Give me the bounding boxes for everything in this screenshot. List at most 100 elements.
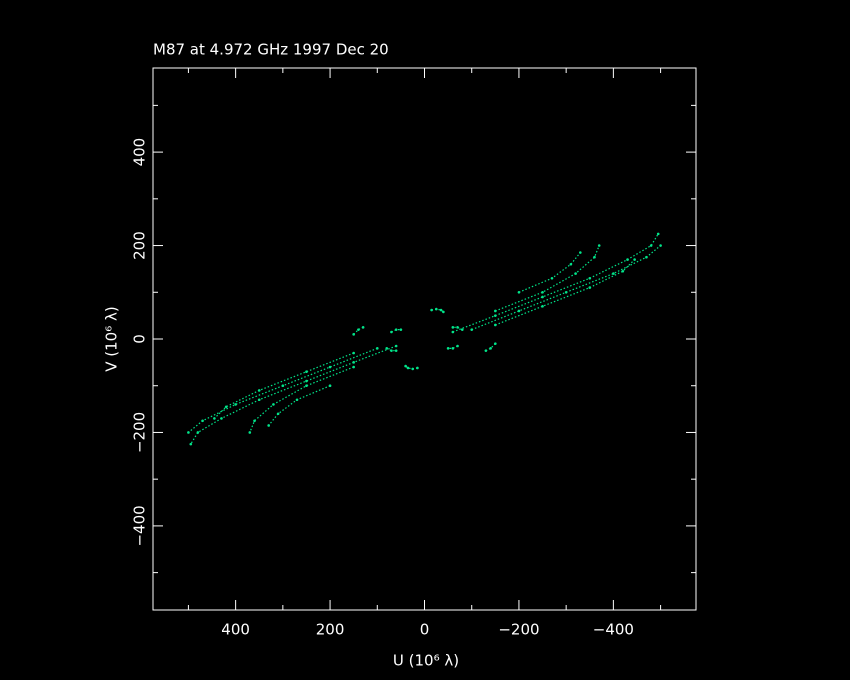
x-axis-label: U (10⁶ λ) [393, 652, 459, 670]
uv-point [430, 308, 433, 312]
uv-point [621, 269, 625, 273]
uv-point [394, 344, 398, 348]
uv-track [391, 329, 401, 333]
uv-point [517, 290, 521, 294]
uv-point [439, 308, 443, 312]
uv-point [470, 328, 474, 331]
uv-point [588, 276, 592, 280]
uv-point [305, 384, 308, 388]
uv-point [394, 328, 398, 331]
uv-point [390, 349, 393, 352]
uv-point [574, 272, 577, 275]
uv-point [550, 276, 554, 280]
uv-point [460, 328, 464, 331]
uv-point [484, 349, 488, 352]
uv-point [234, 403, 237, 406]
uv-point [517, 309, 521, 313]
uv-point [451, 347, 455, 350]
x-tick-label: −200 [498, 621, 539, 639]
uv-point [569, 262, 573, 266]
uv-point [305, 370, 308, 374]
uv-point [220, 417, 223, 420]
uv-track [448, 345, 458, 349]
uv-track [452, 233, 659, 333]
uv-point [267, 424, 270, 427]
y-tick-label: −200 [131, 412, 149, 453]
uv-point [442, 310, 445, 314]
uv-track [518, 252, 581, 293]
uv-track [386, 347, 397, 352]
uv-point [645, 255, 648, 259]
uv-point [451, 330, 455, 334]
uv-point [564, 290, 568, 294]
uv-track [471, 245, 661, 331]
uv-track [495, 245, 600, 312]
uv-track [249, 366, 354, 433]
uv-point [295, 398, 299, 402]
uv-point [352, 333, 355, 336]
y-tick-label: 0 [131, 334, 149, 344]
uv-point [451, 326, 455, 329]
uv-point [404, 364, 407, 368]
uv-point [328, 384, 332, 388]
uv-point [588, 286, 592, 289]
uv-point [257, 398, 261, 402]
uv-point [248, 431, 252, 434]
uv-point [361, 326, 365, 329]
uv-point [416, 366, 419, 370]
uv-track [188, 347, 378, 433]
uv-point [390, 330, 393, 334]
uv-point [593, 255, 596, 259]
uv-point [328, 365, 332, 369]
uv-point [257, 389, 261, 392]
uv-point [352, 361, 355, 364]
uv-point [385, 347, 389, 350]
uv-point [196, 431, 200, 434]
uv-point [541, 295, 544, 299]
y-tick-label: 200 [131, 231, 149, 260]
uv-point [597, 244, 601, 247]
uv-point [253, 419, 256, 423]
plot-frame [152, 67, 697, 611]
uv-point [579, 251, 582, 254]
uv-point [276, 412, 280, 416]
uv-point [633, 258, 636, 261]
uv-track [452, 326, 463, 331]
y-tick-label: 400 [131, 138, 149, 167]
uv-point [272, 403, 275, 406]
x-tick-label: 200 [316, 621, 345, 639]
uv-point [456, 344, 459, 348]
uv-point [305, 379, 308, 383]
uv-point [189, 442, 193, 446]
uv-point [494, 309, 497, 313]
uv-point [281, 384, 285, 388]
uv-point [357, 328, 360, 331]
uv-point [659, 244, 662, 247]
uv-track [431, 308, 444, 313]
uv-point [411, 367, 414, 371]
uv-point [394, 349, 398, 352]
uv-track [190, 345, 397, 445]
y-tick-label: −400 [131, 505, 149, 546]
uv-track [268, 385, 331, 426]
uv-point [656, 232, 660, 236]
uv-point [626, 258, 629, 261]
uv-point [446, 347, 450, 350]
x-tick-label: −400 [593, 621, 634, 639]
uv-point [224, 405, 228, 409]
x-tick-label: 0 [420, 621, 430, 639]
uv-point [494, 314, 497, 317]
uv-point [494, 323, 497, 327]
uv-point [541, 290, 544, 294]
uv-point [375, 347, 379, 350]
uv-point [489, 347, 492, 350]
uv-point [435, 307, 438, 311]
uv-point [612, 272, 615, 275]
uv-track [405, 365, 418, 370]
uv-point [187, 431, 190, 434]
uv-point [399, 328, 403, 331]
uv-point [494, 342, 497, 345]
y-axis-label: V (10⁶ λ) [103, 306, 121, 371]
